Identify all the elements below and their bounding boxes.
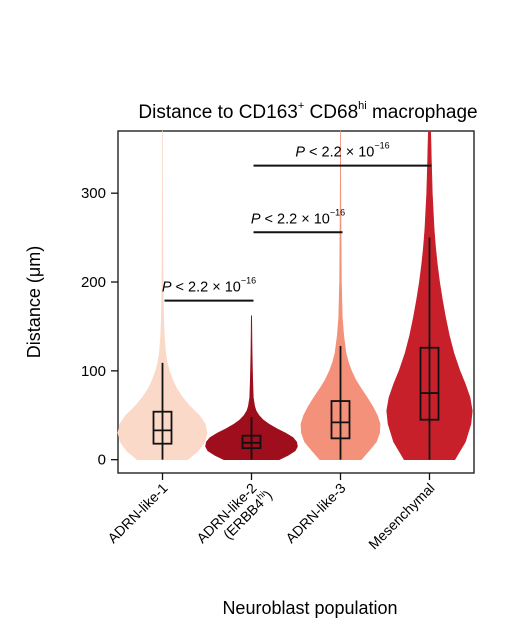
box-3	[330, 400, 351, 440]
p-symbol: P	[162, 280, 172, 296]
p-exponent: −16	[374, 141, 389, 151]
title-text-tail: macrophage	[367, 102, 478, 123]
violin-1	[117, 130, 208, 460]
x-tick-label-4: Mesenchymal	[365, 480, 437, 552]
x-tick-label-1: ADRN-like-1	[104, 480, 170, 546]
title-text-cd68: CD68	[304, 102, 358, 123]
violin-3	[300, 130, 381, 460]
p-symbol: P	[251, 211, 261, 227]
x-label-line1: ADRN-like-1	[104, 480, 170, 546]
p-text: < 2.2 × 10	[172, 280, 241, 296]
box-4	[419, 346, 440, 421]
violin-2	[205, 315, 298, 460]
y-axis-label: Distance (μm)	[24, 246, 44, 358]
title-text: Distance to CD163	[138, 102, 297, 123]
chart-title: Distance to CD163+ CD68hi macrophage	[138, 100, 477, 123]
y-tick-label: 0	[98, 452, 106, 469]
p-exponent: −16	[330, 207, 345, 217]
x-tick-label-2: ADRN-like-2(ERBB4hi)	[193, 476, 275, 558]
significance-label-2: P < 2.2 × 10−16	[251, 207, 345, 227]
p-text: < 2.2 × 10	[305, 145, 374, 161]
y-tick-label: 300	[81, 185, 106, 202]
y-tick-label: 100	[81, 363, 106, 380]
x-label-line1: ADRN-like-3	[282, 480, 348, 546]
title-sup-plus: +	[298, 100, 304, 112]
p-symbol: P	[295, 145, 305, 161]
p-exponent: −16	[241, 276, 256, 286]
x-label-line1: Mesenchymal	[365, 480, 437, 552]
plot-frame	[117, 130, 475, 474]
box-1	[152, 410, 173, 445]
significance-label-3: P < 2.2 × 10−16	[295, 141, 389, 161]
x-tick-label-3: ADRN-like-3	[282, 480, 348, 546]
x-axis-label: Neuroblast population	[222, 598, 397, 618]
p-text: < 2.2 × 10	[261, 211, 330, 227]
title-sup-hi: hi	[358, 100, 367, 112]
y-tick-label: 200	[81, 274, 106, 291]
significance-label-1: P < 2.2 × 10−16	[162, 276, 256, 296]
